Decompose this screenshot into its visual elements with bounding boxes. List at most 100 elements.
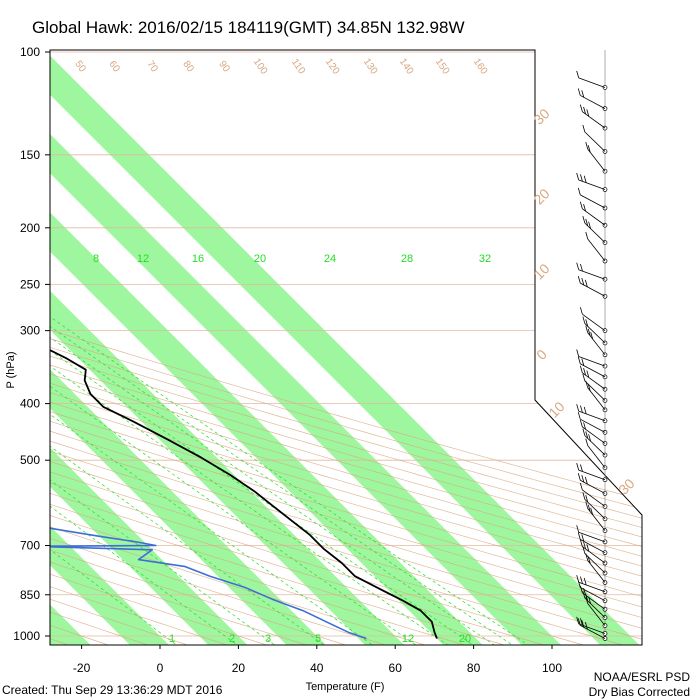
wind-barb-feather [577,412,581,420]
dry-adiabat-line [50,51,238,645]
wind-barb-feather [577,580,581,588]
mixing-ratio-label: 24 [324,253,336,265]
wind-barb-feather [581,475,585,483]
dry-adiabat-line [50,51,198,645]
wind-barb-feather [580,174,583,182]
wind-barb-shaft [578,179,606,190]
temperature-line [50,91,438,639]
wind-barb [577,412,608,435]
wind-barb-feather [588,434,591,442]
wind-barb-feather [576,349,580,357]
isotherm-band [50,50,493,645]
dry-adiabat-label: 100 [251,57,270,77]
wind-barb [577,532,608,556]
x-axis-label: Temperature (F) [306,681,385,693]
wind-barb [585,501,608,533]
dry-adiabat-label: 90 [216,59,232,75]
wind-barb-feather [581,90,585,98]
dry-adiabat-labels: 50 60 70 80 90 100 110 120 130 140 150 160 [72,57,489,77]
wind-barb-feather [577,473,581,481]
wind-barb-feather [585,431,589,439]
y-tick-label: 850 [20,588,40,602]
wind-barb-feather [582,216,586,224]
dry-adiabat-line [50,51,642,645]
wind-barb-feather [587,383,591,392]
wind-barb-feather [577,356,581,364]
wind-barb-shaft [578,410,606,422]
wind-barb-shaft [582,489,606,507]
x-tick-label: 100 [542,661,562,675]
wind-barb-feather [583,175,587,183]
wind-barb [576,463,608,483]
wind-barb-feather [584,279,588,288]
wind-barb-feather [590,331,594,340]
wind-barb-feather [581,277,585,286]
wind-barb-shaft [582,546,606,564]
dry-adiabat-line [50,51,636,645]
y-tick-label: 400 [20,397,40,411]
dry-adiabat-line [50,51,642,645]
dry-adiabat-line [50,51,642,645]
mixing-ratio-line [50,262,280,645]
y-tick-label: 500 [20,453,40,467]
wind-barb [585,231,608,264]
temperature-axis: -20 0 20 40 60 80 100 [73,645,562,675]
wind-barb-shaft [587,560,606,583]
wind-barb-feather [583,588,586,596]
wind-barb-feather [586,109,590,117]
wind-barb-feather [582,546,586,554]
wind-barb-feather [583,541,586,550]
wind-barb-feather [588,221,591,229]
wind-barb-shaft [580,363,606,378]
wind-barb-feather [583,577,587,586]
wind-barb [582,316,608,346]
mixing-ratio-label: 28 [401,253,413,265]
mixing-ratio-line [50,262,518,645]
wind-barb-feather [585,319,589,327]
mixing-ratio-label-low: 1 [169,633,175,645]
mixing-ratio-label-low: 2 [229,633,235,645]
dry-adiabat-line [50,51,516,645]
wind-barb-feather [579,201,583,209]
mixing-ratio-label-low: 20 [459,633,471,645]
wind-barb-shaft [580,194,606,209]
dry-adiabat-line [50,51,642,645]
wind-barb-shaft [587,508,606,531]
wind-barb [582,492,608,522]
wind-barb-feather [580,464,583,472]
dry-adiabat-line [50,51,477,645]
dry-adiabat-line [50,51,642,645]
wind-barb-feather [579,585,583,593]
wind-barbs [576,50,608,641]
wind-barb-feather [579,539,583,547]
dry-adiabat-label: 160 [471,57,490,77]
y-tick-label: 250 [20,277,40,291]
wind-barb [582,428,608,458]
wind-barb-feather [580,405,583,413]
created-timestamp: Created: Thu Sep 29 13:36:29 MDT 2016 [2,683,223,697]
dry-adiabat-label: 150 [433,57,452,77]
wind-barb [582,124,608,154]
isotherm-band [50,50,415,645]
wind-barb-feather [576,172,580,181]
wind-barb [577,276,608,299]
moist-adiabat-label: 10 [530,260,552,282]
wind-barb-feather [582,492,586,500]
moist-adiabat-label: 0 [533,346,550,363]
wind-barb [576,525,608,545]
wind-barb [579,104,608,131]
wind-barb-feather [576,262,580,270]
mixing-ratio-label-low: 5 [315,633,321,645]
wind-barb-shaft [582,372,606,390]
wind-barb-feather [585,593,589,602]
temperature-profile [50,91,438,639]
wind-barb-shaft [584,131,606,152]
wind-barb-shaft [584,597,606,618]
wind-barb-feather [590,507,594,515]
wind-barb-feather [585,231,589,240]
wind-barb-feather [577,187,581,195]
plot-border [49,49,643,646]
dry-adiabat-line [50,51,642,645]
dry-adiabat-label: 130 [361,57,380,77]
wind-barb-feather [582,124,586,133]
